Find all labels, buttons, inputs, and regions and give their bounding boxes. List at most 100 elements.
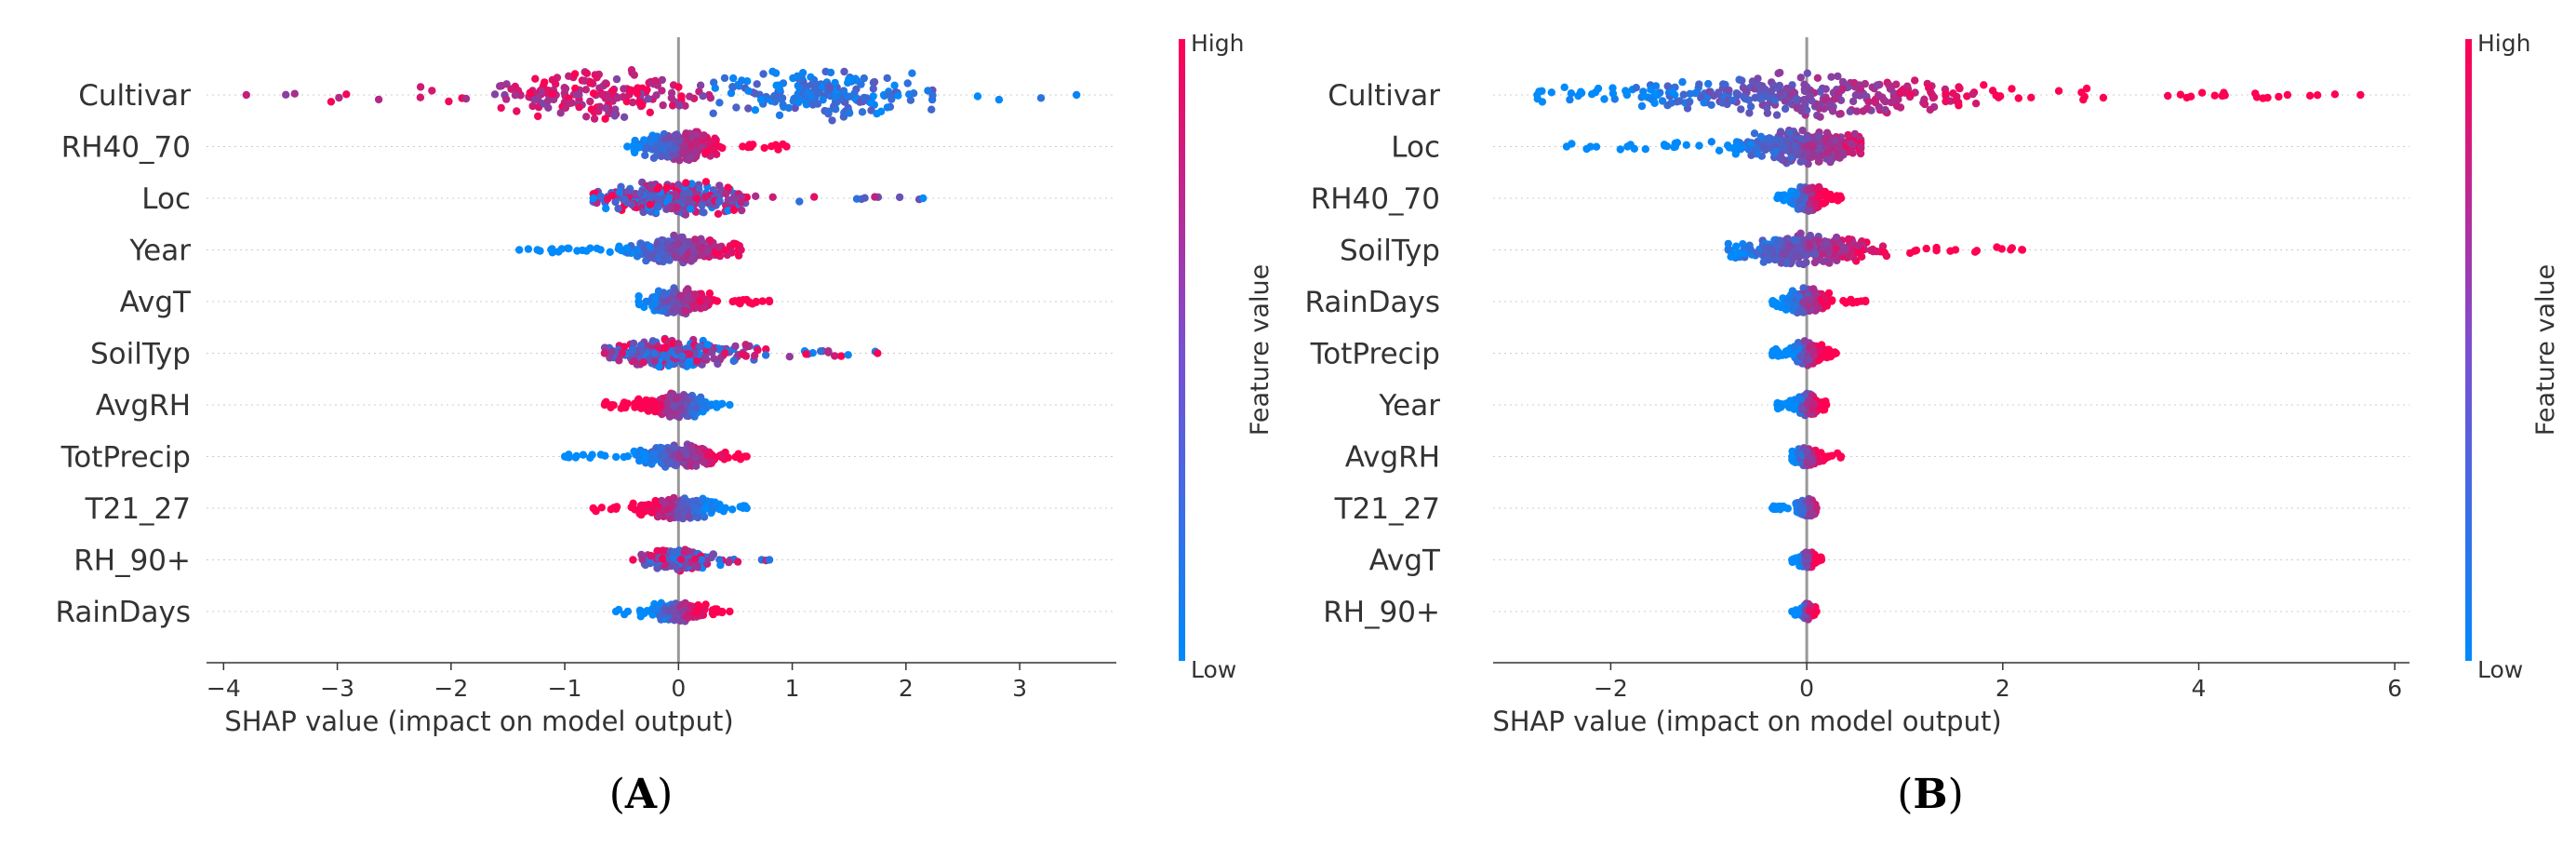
panel-b-shap-dot (1844, 235, 1853, 244)
panel-b-shap-dot (1804, 207, 1813, 215)
panel-b-shap-dot (1798, 405, 1807, 414)
panel-a-shap-dot (686, 205, 695, 213)
panel-a-shap-dot (837, 352, 846, 360)
panel-b-shap-dot (1695, 141, 1703, 150)
panel-a-shap-dot (728, 505, 737, 514)
panel-a-shap-dot (659, 290, 668, 299)
panel-b-shap-dot (2099, 93, 2108, 102)
panel-b-shap-dot (1796, 352, 1805, 361)
panel-b-shap-dot (1802, 258, 1810, 266)
panel-b-shap-dot (1796, 251, 1805, 260)
panel-b-shap-dot (1912, 246, 1921, 255)
panel-a-shap-dot (560, 84, 568, 92)
panel-b-shap-dot (1879, 96, 1889, 104)
panel-a-shap-dot (840, 67, 848, 76)
panel-a-feature-labels: CultivarRH40_70LocYearAvgTSoilTypAvgRHTo… (56, 79, 193, 629)
panel-b-shap-dot (1920, 100, 1929, 109)
panel-a-shap-dot (661, 499, 670, 507)
panel-a-shap-dot (629, 345, 637, 354)
panel-a-shap-dot (692, 462, 701, 470)
panel-b-shap-dot (1882, 251, 1891, 261)
panel-b-shap-dot (1814, 101, 1822, 110)
panel-a-shap-dot (928, 105, 936, 114)
panel-a-shap-dot (651, 293, 660, 302)
panel-b-shap-dot (1785, 297, 1794, 305)
panel-a-shap-dot (593, 74, 601, 82)
panel-a-shap-dot (290, 89, 299, 98)
panel-b-shap-dot (2330, 90, 2340, 99)
panel-a-shap-dot (620, 452, 628, 462)
panel-a-shap-dot (681, 306, 690, 316)
panel-a-shap-dot (692, 356, 701, 365)
panel-b-shap-dot (1724, 246, 1733, 254)
panel-a-shap-dot (699, 92, 707, 101)
panel-a-shap-dot (688, 250, 698, 260)
panel-a-shap-dot (715, 99, 724, 107)
panel-a-shap-dot (674, 513, 683, 522)
panel-b-shap-dot (1759, 258, 1768, 266)
panel-b-shap-dot (1594, 84, 1603, 93)
panel-a-feature-label: AvgRH (96, 389, 191, 423)
panel-a-shap-dot (709, 610, 717, 619)
panel-b-shap-dot (1811, 300, 1820, 308)
panel-a-shap-dot (638, 555, 647, 564)
panel-a-shap-dot (242, 90, 250, 100)
panel-a-shap-dot (703, 341, 712, 349)
panel-a-shap-dot (586, 97, 594, 106)
panel-a-shap-dot (515, 246, 524, 254)
panel-a-shap-dot (548, 245, 556, 253)
panel-b-shap-dot (1888, 83, 1896, 91)
panel-b-shap-dot (1911, 76, 1919, 85)
panel-a-shap-dot (606, 354, 614, 362)
panel-b-shap-dot (1658, 97, 1667, 105)
panel-a-shap-dot (803, 82, 811, 91)
panel-a-shap-dot (651, 496, 660, 505)
panel-a-shap-dot (650, 300, 659, 308)
panel-a-shap-dot (497, 103, 505, 113)
panel-a-shap-dot (894, 91, 902, 100)
panel-b-shap-dot (1906, 90, 1915, 99)
panel-a-shap-dot (903, 79, 912, 87)
panel-a-shap-dot (623, 187, 633, 195)
panel-a-shap-dot (695, 244, 704, 252)
panel-a-shap-dot (819, 96, 827, 104)
panel-b-shap-dot (1803, 69, 1812, 77)
panel-a-shap-dot (701, 600, 710, 609)
panel-a-x-tick-label: 1 (785, 675, 800, 702)
panel-a-shap-dot (685, 512, 693, 521)
panel-a-shap-dot (1073, 90, 1081, 100)
panel-a-shap-dot (724, 207, 732, 215)
panel-a-shap-dot (733, 558, 742, 566)
panel-b-shap-dot (1767, 135, 1775, 143)
panel-b-shap-dot (2027, 93, 2035, 102)
panel-b-shap-dot (1838, 77, 1848, 87)
panel-a-shap-dot (601, 114, 609, 123)
panel-a-shap-dot (860, 74, 868, 83)
panel-b-shap-dot (1856, 142, 1865, 151)
panel-a-shap-dot (883, 103, 892, 112)
panel-b-shap-dot (1767, 87, 1776, 96)
panel-b-shap-dot (1679, 90, 1688, 99)
panel-b-shap-dot (1980, 81, 1988, 89)
panel-a-shap-dot (663, 239, 672, 249)
panel-b-shap-dot (1682, 141, 1691, 149)
panel-a-shap-dot (744, 87, 753, 95)
panel-a-shap-dot (496, 82, 504, 90)
panel-a-shap-dot (676, 555, 686, 564)
panel-a-shap-dot (531, 74, 540, 83)
panel-b-shap-dot (1641, 145, 1650, 154)
panel-a-shap-dot (658, 152, 666, 160)
panel-a-shap-dot (690, 505, 700, 515)
panel-a-shap-dot (690, 290, 700, 299)
panel-b-shap-dot (1715, 146, 1724, 155)
panel-b-shap-dot (1815, 157, 1823, 166)
panel-a-shap-dot (564, 244, 572, 252)
panel-a-shap-dot (678, 393, 687, 401)
panel-a-shap-dot (845, 75, 853, 84)
panel-b-shap-dot (1850, 129, 1860, 139)
panel-a-shap-dot (725, 558, 733, 567)
panel-a-shap-dot (638, 346, 647, 355)
panel-a-shap-dot (628, 98, 637, 107)
panel-a-shap-dot (282, 90, 290, 100)
panel-b-shap-dot (1827, 73, 1835, 81)
